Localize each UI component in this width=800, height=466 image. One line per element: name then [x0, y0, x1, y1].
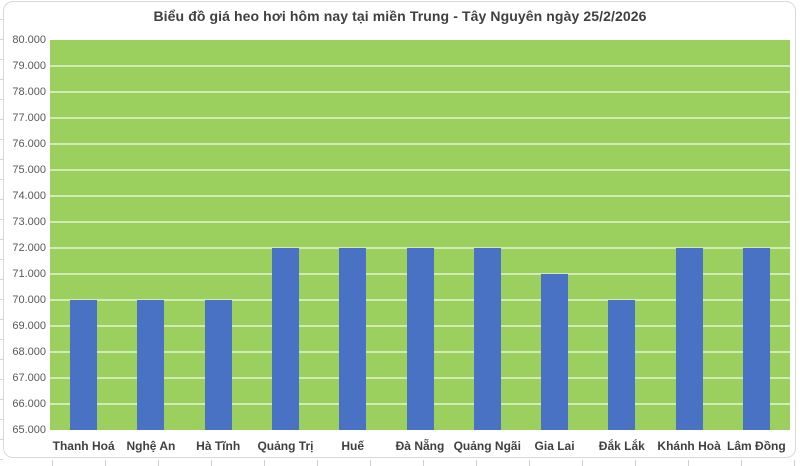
y-axis-tick-label: 71.000 — [12, 268, 46, 280]
bar-Lâm Đồng — [742, 248, 770, 430]
bar-Thanh Hoá — [70, 300, 98, 430]
x-axis-category-label: Lâm Đồng — [727, 439, 786, 453]
y-axis-tick-label: 70.000 — [12, 294, 46, 306]
x-axis-category-label: Khánh Hoà — [657, 439, 721, 453]
y-axis-tick-label: 65.000 — [12, 424, 46, 436]
plot-area — [50, 40, 790, 430]
x-axis-category-label: Quảng Ngãi — [453, 439, 521, 453]
gridline — [50, 195, 790, 197]
bar-Huế — [339, 248, 367, 430]
y-axis-tick-label: 77.000 — [12, 112, 46, 124]
y-axis-tick-label: 66.000 — [12, 398, 46, 410]
gridline — [50, 221, 790, 223]
x-axis-category-label: Thanh Hoá — [52, 439, 115, 453]
worksheet-bottom-gridline-sliver — [0, 460, 800, 466]
y-axis-tick-label: 69.000 — [12, 320, 46, 332]
bar-Khánh Hoà — [675, 248, 703, 430]
gridline — [50, 65, 790, 67]
y-axis-tick-label: 68.000 — [12, 346, 46, 358]
bar-Hà Tĩnh — [204, 300, 232, 430]
gridline — [50, 143, 790, 145]
x-axis-category-label: Hà Tĩnh — [196, 439, 241, 453]
gridline — [50, 117, 790, 119]
x-axis-category-label: Đà Nẵng — [395, 439, 445, 453]
gridline — [50, 91, 790, 93]
worksheet-left-gridline-sliver — [0, 0, 3, 466]
y-axis-tick-label: 74.000 — [12, 190, 46, 202]
bar-Quảng Ngãi — [473, 248, 501, 430]
bar-Nghệ An — [137, 300, 165, 430]
x-axis-category-label: Đắk Lắk — [598, 439, 645, 453]
chart-title: Biểu đồ giá heo hơi hôm nay tại miền Tru… — [153, 8, 647, 24]
y-axis-tick-label: 73.000 — [12, 216, 46, 228]
y-axis-tick-label: 79.000 — [12, 60, 46, 72]
x-axis-category-label: Huế — [341, 439, 365, 453]
gridline — [50, 169, 790, 171]
x-axis-category-label: Gia Lai — [534, 439, 575, 453]
y-axis-tick-label: 72.000 — [12, 242, 46, 254]
y-axis-tick-label: 75.000 — [12, 164, 46, 176]
y-axis-tick-label: 78.000 — [12, 86, 46, 98]
y-axis-tick-label: 80.000 — [12, 34, 46, 46]
bar-Gia Lai — [541, 274, 569, 430]
y-axis-tick-label: 67.000 — [12, 372, 46, 384]
bar-Quảng Trị — [271, 248, 299, 430]
x-axis-category-label: Nghệ An — [126, 439, 176, 453]
x-axis-category-label: Quảng Trị — [257, 439, 314, 453]
y-axis-tick-label: 76.000 — [12, 138, 46, 150]
bar-Đà Nẵng — [406, 248, 434, 430]
bar-Đắk Lắk — [608, 300, 636, 430]
